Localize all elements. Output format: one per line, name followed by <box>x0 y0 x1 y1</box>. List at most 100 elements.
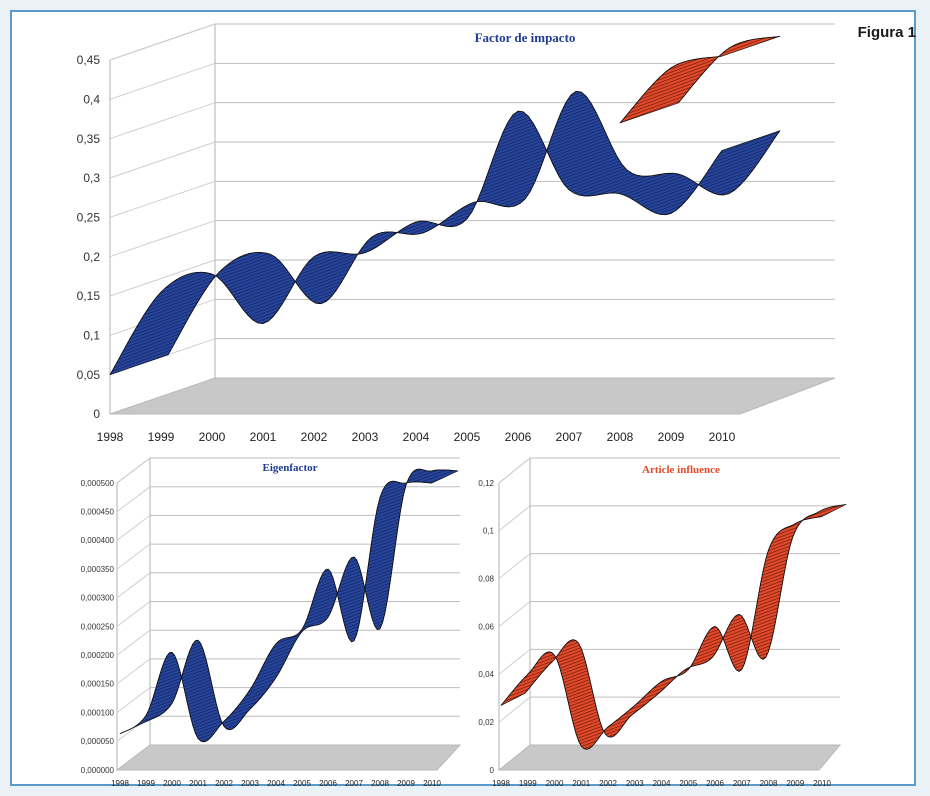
series-ribbon <box>119 468 459 743</box>
x-tick-label: 2006 <box>505 430 532 444</box>
series-line-front <box>109 110 723 375</box>
chart-title: Factor de impacto <box>475 30 576 45</box>
x-tick-label: 2003 <box>626 779 644 788</box>
y-tick-label: 0,4 <box>83 93 100 107</box>
y-tick-label: 0 <box>93 407 100 421</box>
gridline-side <box>109 23 216 61</box>
x-tick-label: 2002 <box>215 779 233 788</box>
y-tick-label: 0 <box>490 766 495 775</box>
gridline-side <box>116 629 151 656</box>
floor <box>497 744 842 771</box>
gridline-side <box>498 696 531 723</box>
y-tick-label: 0,02 <box>478 718 494 727</box>
y-tick-label: 0,1 <box>483 527 495 536</box>
gridline-side <box>116 687 151 713</box>
y-tick-label: 0,12 <box>478 479 494 488</box>
floor <box>109 377 836 415</box>
series-line-back <box>167 90 781 356</box>
gridline-side <box>498 648 531 675</box>
series-ribbon <box>500 504 847 750</box>
x-tick-label: 2000 <box>199 430 226 444</box>
x-tick-label: 2008 <box>607 430 634 444</box>
y-tick-label: 0,06 <box>478 622 494 631</box>
y-tick-label: 0,45 <box>77 53 101 67</box>
gridline-side <box>116 515 151 541</box>
series-line-back <box>524 503 847 738</box>
series-ribbon <box>619 35 781 124</box>
chart-title: Article influence <box>642 464 720 476</box>
x-tick-label: 2004 <box>403 430 430 444</box>
y-tick-label: 0,15 <box>77 289 101 303</box>
back-wall <box>214 24 835 379</box>
series-line-front <box>619 55 723 124</box>
chart-title: Eigenfactor <box>263 462 318 474</box>
x-tick-label: 2010 <box>709 430 736 444</box>
x-tick-label: 1998 <box>97 430 124 444</box>
x-tick-label: 2007 <box>556 430 583 444</box>
gridline-side <box>116 543 151 570</box>
gridline-side <box>109 62 216 100</box>
y-tick-label: 0,04 <box>478 670 494 679</box>
x-tick-label: 2009 <box>397 779 415 788</box>
y-tick-label: 0,000350 <box>81 565 115 574</box>
gridline-side <box>116 572 151 599</box>
x-tick-label: 2006 <box>706 779 724 788</box>
gridline-side <box>498 553 531 580</box>
x-tick-label: 2006 <box>319 779 337 788</box>
x-tick-label: 2005 <box>454 430 481 444</box>
y-tick-label: 0,000450 <box>81 508 115 517</box>
x-tick-label: 2008 <box>371 779 389 788</box>
y-tick-label: 0,000500 <box>81 479 115 488</box>
gridline-side <box>109 259 216 297</box>
y-tick-label: 0,000400 <box>81 536 115 545</box>
x-tick-label: 2000 <box>163 779 181 788</box>
y-tick-label: 0,05 <box>77 368 101 382</box>
chart-article-influence: 0 0,02 0,04 0,06 0,08 0,1 0,12 1998 1999 2000 2001… <box>478 457 847 788</box>
x-tick-label: 2009 <box>658 430 685 444</box>
x-tick-label: 2000 <box>546 779 564 788</box>
gridline-side <box>498 601 531 627</box>
y-tick-label: 0,3 <box>83 171 100 185</box>
x-tick-label: 2008 <box>760 779 778 788</box>
x-tick-label: 1999 <box>137 779 155 788</box>
series-line-front <box>500 516 823 750</box>
figure-label: Figura 1 <box>857 24 916 41</box>
x-tick-label: 2001 <box>189 779 207 788</box>
gridline-side <box>116 457 151 484</box>
series-ribbon <box>109 91 781 375</box>
x-tick-label: 2001 <box>572 779 590 788</box>
y-tick-label: 0,000100 <box>81 708 115 717</box>
gridline-side <box>498 457 531 484</box>
x-tick-label: 2007 <box>733 779 751 788</box>
gridline-side <box>109 220 216 258</box>
y-tick-label: 0,000050 <box>81 737 115 746</box>
y-tick-label: 0,000250 <box>81 622 115 631</box>
x-tick-label: 1998 <box>492 779 510 788</box>
y-tick-label: 0,000000 <box>81 766 115 775</box>
x-tick-label: 1999 <box>148 430 175 444</box>
y-tick-label: 0,35 <box>77 132 101 146</box>
y-tick-label: 0,000300 <box>81 594 115 603</box>
x-tick-label: 2005 <box>679 779 697 788</box>
gridline-side <box>116 658 151 685</box>
gridline-side <box>116 601 151 627</box>
x-tick-label: 2010 <box>423 779 441 788</box>
x-tick-label: 2002 <box>599 779 617 788</box>
y-tick-label: 0,000150 <box>81 680 115 689</box>
chart-eigenfactor: 0,000000 0,000050 0,000100 0,000150 0,000200… <box>81 457 462 788</box>
y-tick-label: 0,1 <box>83 329 100 343</box>
x-tick-label: 2004 <box>653 779 671 788</box>
x-tick-label: 2005 <box>293 779 311 788</box>
gridline-side <box>116 486 151 513</box>
chart-factor-de-impacto: 0 0,05 0,1 0,15 0,2 0,25 0,3 0,35 0,4 0,45 1998 199… <box>77 23 836 444</box>
series-line-back <box>677 35 781 104</box>
y-tick-label: 0,2 <box>83 250 100 264</box>
y-tick-label: 0,000200 <box>81 651 115 660</box>
x-tick-label: 2001 <box>250 430 277 444</box>
x-tick-label: 2009 <box>786 779 804 788</box>
gridline-side <box>109 102 216 140</box>
x-tick-label: 2004 <box>267 779 285 788</box>
series-line-front <box>119 480 433 743</box>
